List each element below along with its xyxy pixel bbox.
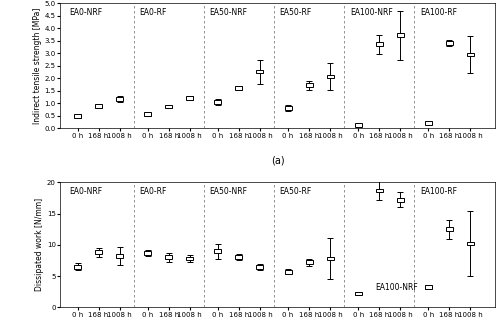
Bar (425, 285, 432, 289)
Bar (116, 254, 123, 258)
Bar (446, 227, 453, 231)
Bar (236, 86, 242, 90)
Bar (186, 96, 194, 100)
Bar (116, 97, 123, 101)
Bar (397, 33, 404, 37)
Bar (144, 251, 151, 255)
Text: EA0-NRF: EA0-NRF (69, 8, 102, 17)
Bar (144, 112, 151, 116)
Bar (214, 249, 222, 253)
Y-axis label: Dissipated work [N/mm]: Dissipated work [N/mm] (35, 198, 44, 291)
Bar (376, 42, 382, 46)
Bar (74, 265, 81, 268)
Bar (354, 292, 362, 296)
Text: EA50-NRF: EA50-NRF (210, 8, 248, 17)
Bar (95, 250, 102, 254)
Y-axis label: Indirect tensile strength [MPa]: Indirect tensile strength [MPa] (33, 8, 42, 124)
Bar (165, 255, 172, 259)
Text: EA50-RF: EA50-RF (280, 8, 312, 17)
Text: EA0-RF: EA0-RF (140, 187, 166, 196)
Bar (214, 100, 222, 104)
Text: EA50-NRF: EA50-NRF (210, 187, 248, 196)
Bar (467, 53, 474, 57)
Bar (397, 198, 404, 202)
Bar (284, 270, 292, 274)
Bar (256, 265, 264, 268)
Text: (a): (a) (270, 156, 284, 166)
Bar (186, 257, 194, 261)
Text: EA100-NRF: EA100-NRF (350, 8, 393, 17)
Text: EA0-RF: EA0-RF (140, 8, 166, 17)
Text: EA100-RF: EA100-RF (420, 187, 457, 196)
Bar (284, 107, 292, 110)
Bar (446, 41, 453, 45)
Bar (95, 105, 102, 108)
Bar (467, 242, 474, 246)
Bar (74, 114, 81, 118)
Bar (256, 70, 264, 74)
Bar (326, 75, 334, 78)
Bar (425, 121, 432, 125)
Text: EA0-NRF: EA0-NRF (69, 187, 102, 196)
Bar (326, 257, 334, 261)
Bar (306, 261, 312, 264)
Bar (376, 189, 382, 192)
Text: EA100-NRF: EA100-NRF (376, 284, 418, 292)
Text: EA100-RF: EA100-RF (420, 8, 457, 17)
Text: EA50-RF: EA50-RF (280, 187, 312, 196)
Bar (306, 83, 312, 87)
Bar (236, 255, 242, 259)
Bar (354, 123, 362, 127)
Bar (165, 105, 172, 109)
